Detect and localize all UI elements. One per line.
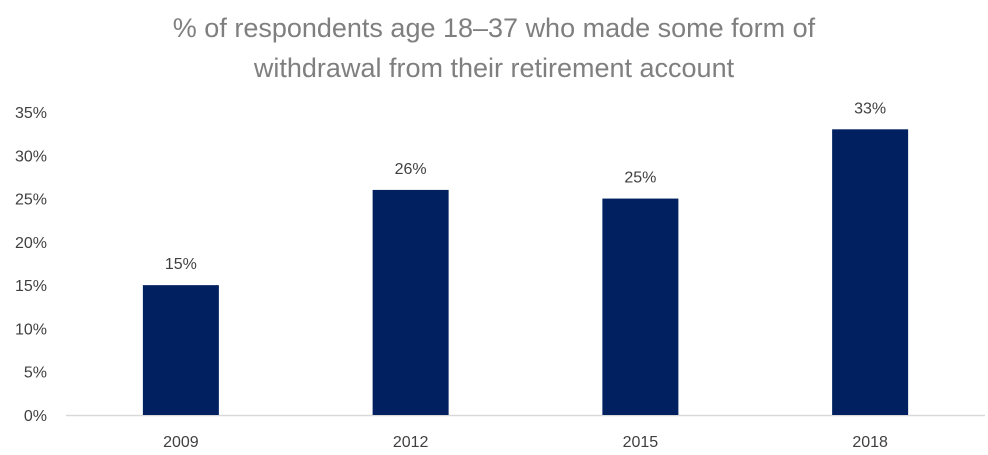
y-tick-label: 10%	[15, 321, 47, 338]
data-label-2015: 25%	[624, 170, 656, 187]
bar-2018	[832, 129, 909, 416]
x-tick-label-2009: 2009	[163, 434, 199, 451]
y-tick-label: 5%	[24, 365, 47, 382]
x-tick-label-2015: 2015	[623, 434, 659, 451]
bar-2012	[372, 189, 449, 415]
y-tick-label: 30%	[15, 148, 47, 165]
y-tick-label: 20%	[15, 235, 47, 252]
data-label-2009: 15%	[165, 256, 197, 273]
y-tick-label: 15%	[15, 278, 47, 295]
data-label-2018: 33%	[854, 100, 886, 117]
chart-title-line-2: withdrawal from their retirement account	[253, 53, 735, 83]
x-tick-label-2018: 2018	[852, 434, 888, 451]
data-label-2012: 26%	[395, 161, 427, 178]
bar-2015	[602, 198, 679, 415]
y-tick-label: 25%	[15, 192, 47, 209]
chart-title-line-1: % of respondents age 18–37 who made some…	[172, 13, 816, 43]
chart-title: % of respondents age 18–37 who made some…	[0, 8, 988, 88]
x-tick-label-2012: 2012	[393, 434, 429, 451]
y-tick-label: 35%	[15, 105, 47, 122]
y-tick-label: 0%	[24, 408, 47, 425]
bar-2009	[142, 285, 219, 415]
